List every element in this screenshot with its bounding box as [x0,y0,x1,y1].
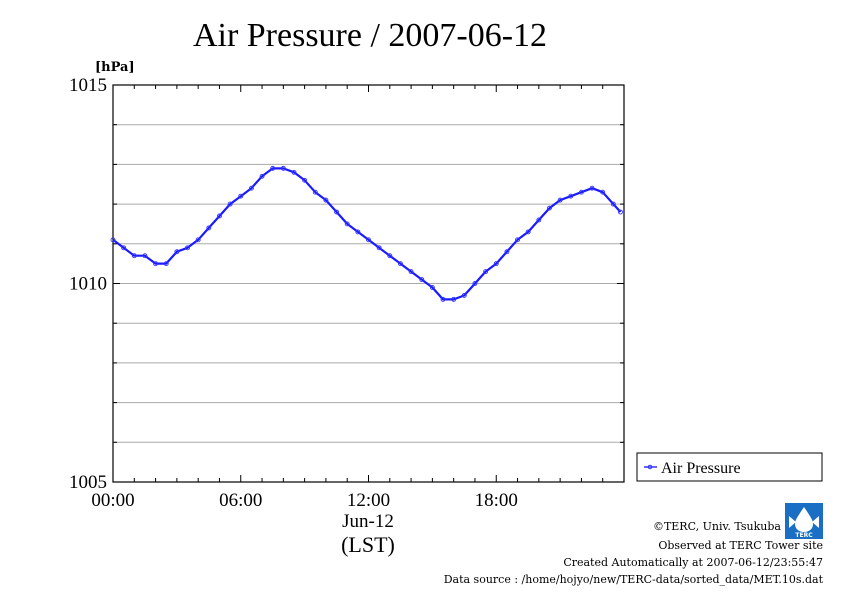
x-tick-label: 18:00 [475,490,518,511]
x-date-label: Jun-12 [342,511,394,532]
data-point [610,201,616,207]
data-point [312,189,318,195]
data-point [302,177,308,183]
data-point [366,237,371,243]
x-tick-label: 00:00 [91,490,134,511]
data-point [589,185,595,191]
data-point [355,229,361,235]
y-tick-label: 1015 [69,75,107,96]
series-line [112,167,622,301]
legend-box [636,452,823,482]
source-text: Data source : /home/hojyo/new/TERC-data/… [444,573,824,586]
data-point [227,201,233,207]
data-point [419,277,425,282]
data-point [238,193,244,199]
observed-text: Observed at TERC Tower site [658,539,823,552]
x-tick-labels: 00:00 06:00 12:00 18:00 [91,490,518,511]
data-point [185,245,190,251]
data-point [472,281,478,286]
data-point [408,269,414,275]
data-point [536,217,542,223]
logo-text: TERC [795,532,813,539]
data-point [493,261,499,267]
data-point [483,269,489,275]
data-point [578,189,584,195]
data-point [547,205,552,211]
data-point [248,185,254,191]
data-point [568,193,574,199]
data-point [440,296,446,302]
data-point [618,209,623,215]
data-point [387,253,393,259]
series-air-pressure [110,165,623,302]
legend-label: Air Pressure [661,460,741,477]
data-point [259,173,265,179]
data-point [121,245,127,251]
data-point [174,249,180,255]
data-point [206,225,212,231]
data-point [334,209,340,215]
data-point [280,165,286,171]
chart-title: Air Pressure / 2007-06-12 [193,17,547,54]
data-point [557,197,563,203]
data-point [163,261,169,267]
data-point [376,245,382,251]
x-tick-label: 06:00 [219,490,262,511]
y-axis-unit: [hPa] [95,60,135,75]
data-point [451,296,457,302]
data-point [397,261,403,267]
y-tick-label: 1010 [69,274,107,295]
data-point [270,165,276,171]
copyright-text: ©TERC, Univ. Tsukuba [653,520,781,533]
data-point [131,253,137,259]
legend-marker [647,464,653,470]
axis-ticks [112,84,625,483]
data-point [153,261,159,267]
y-tick-labels: 1005 1010 1015 [69,75,107,493]
data-point [323,197,329,203]
data-point [600,189,606,195]
y-tick-label: 1005 [69,472,107,493]
data-point [142,253,148,259]
terc-logo: TERC [785,503,823,539]
data-point [344,221,350,227]
grid-lines [113,124,624,443]
data-point [504,249,510,255]
x-axis-label: (LST) [341,532,395,557]
data-point [217,213,222,219]
data-point [195,237,201,243]
created-text: Created Automatically at 2007-06-12/23:5… [563,556,823,569]
data-point [429,285,435,290]
data-point [515,237,520,243]
x-tick-label: 12:00 [347,490,390,511]
data-point [291,169,297,175]
data-point [110,237,116,243]
data-point [525,229,531,235]
data-point [461,292,467,298]
